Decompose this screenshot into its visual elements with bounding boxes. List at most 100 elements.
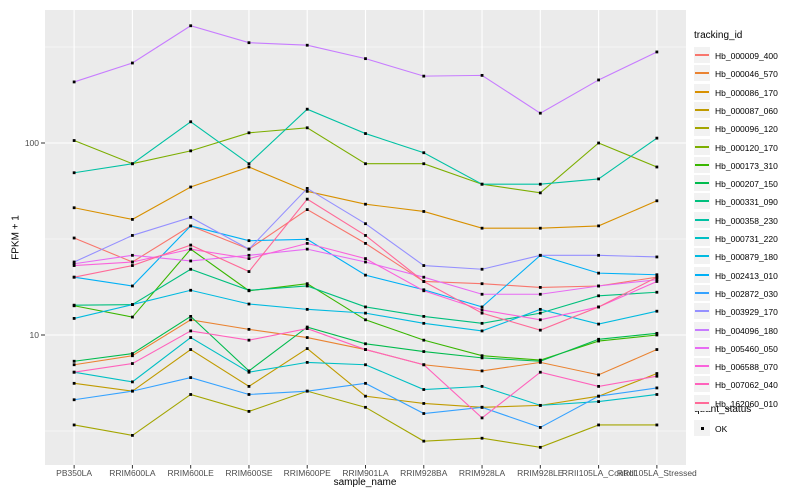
data-point-marker [480,354,484,358]
legend-key-swatch [694,266,710,283]
legend-key-swatch [694,193,710,210]
data-point-marker [422,151,426,155]
data-point-marker [655,275,659,279]
legend-key-line-icon [695,273,709,276]
data-point-marker [189,215,193,219]
data-point-marker [422,412,426,415]
data-point-marker [72,370,76,374]
data-point-marker [72,359,76,363]
data-point-marker [189,267,193,271]
data-point-marker [305,43,309,47]
data-point-marker [422,439,426,443]
data-point-marker [72,236,76,240]
data-point-marker [72,381,76,385]
data-point-marker [480,308,484,312]
data-point-marker [422,162,426,166]
data-point-marker [655,386,659,390]
data-point-marker [247,165,251,169]
legend-item-label: Hb_003929_170 [715,307,778,318]
data-point-marker [480,282,484,286]
legend-key-line-icon [695,237,709,239]
legend-key-line-icon [695,90,709,93]
x-tick-label: RRIM928BA [400,468,448,478]
legend-key-swatch [694,230,710,246]
data-point-marker [597,337,600,341]
data-point-marker [131,61,134,65]
data-point-marker [538,307,542,311]
data-point-marker [655,290,659,294]
data-point-marker [538,111,542,115]
data-point-marker [480,311,484,315]
data-point-marker [364,394,367,398]
data-point-marker [655,255,659,259]
data-point-marker [655,136,659,140]
legend-key-line-icon [695,145,709,148]
data-point-marker [72,260,76,264]
data-point-marker [597,294,600,298]
data-point-marker [131,354,134,358]
x-tick-label: RRIM600LA [109,468,156,478]
data-point-marker [247,393,251,396]
legend-key-swatch [694,120,710,137]
data-point-marker [364,222,367,226]
data-point-marker [189,288,193,292]
legend-item-Hb_000046_570: Hb_000046_570 [694,65,800,82]
data-point-marker [597,322,600,326]
data-point-marker [655,199,659,203]
data-point-marker [364,342,367,346]
data-point-marker [247,288,251,292]
legend-item-Hb_005460_050: Hb_005460_050 [694,339,800,356]
data-point-marker [305,282,309,286]
data-point-marker [305,327,309,330]
legend-key-swatch [694,138,710,155]
legend-key-line-icon [695,310,709,313]
legend-item-Hb_000120_170: Hb_000120_170 [694,138,800,155]
data-point-marker [480,356,484,360]
x-tick-label: RRIM928LA [458,468,506,478]
legend-item-Hb_000096_120: Hb_000096_120 [694,120,800,137]
legend-key-swatch [694,175,710,192]
legend-item-label: Hb_000173_310 [715,160,778,171]
data-point-marker [422,363,426,367]
data-point-marker [305,325,309,329]
legend-item-Hb_162060_010: Hb_162060_010 [694,394,800,411]
legend-key-swatch [694,420,710,436]
x-tick-label: RRIM600PE [283,468,331,478]
data-point-marker [422,321,426,325]
legend-item-label: Hb_005460_050 [715,343,778,354]
data-point-marker [364,363,367,367]
data-point-marker [131,260,134,264]
legend-key-line-icon [695,346,709,349]
legend-item-Hb_003929_170: Hb_003929_170 [694,303,800,320]
data-point-marker [422,350,426,353]
legend-key-line-icon [695,401,709,404]
legend-item-quant-ok: OK [694,420,800,436]
legend-key-swatch [694,156,710,173]
legend-item-Hb_000879_180: Hb_000879_180 [694,248,800,265]
data-point-marker [655,273,659,277]
data-point-marker [305,307,309,311]
data-point-marker [305,197,309,201]
data-point-marker [364,318,367,322]
data-point-marker [364,348,367,351]
data-point-marker [538,370,542,374]
x-tick-label: RRIM928LE [517,468,564,478]
legend-key-line-icon [695,163,709,166]
data-point-marker [72,262,76,266]
legend-item-label: Hb_002872_030 [715,288,778,299]
legend-key-line-icon [695,54,709,56]
data-point-marker [364,311,367,315]
data-point-marker [480,182,484,186]
data-point-marker [597,400,600,403]
data-point-marker [597,305,600,309]
x-tick-label: RRIM600SE [225,468,273,478]
data-point-marker [597,141,600,145]
x-axis-title: sample_name [333,477,397,488]
data-point-marker [131,234,134,237]
legend-key-swatch [694,83,710,100]
legend-item-label: Hb_000087_060 [715,105,778,116]
legend-key-swatch [694,248,710,265]
y-axis-title: FPKM + 1 [10,215,22,260]
data-point-marker [131,284,134,288]
x-tick-label: PB350LA [56,468,93,478]
